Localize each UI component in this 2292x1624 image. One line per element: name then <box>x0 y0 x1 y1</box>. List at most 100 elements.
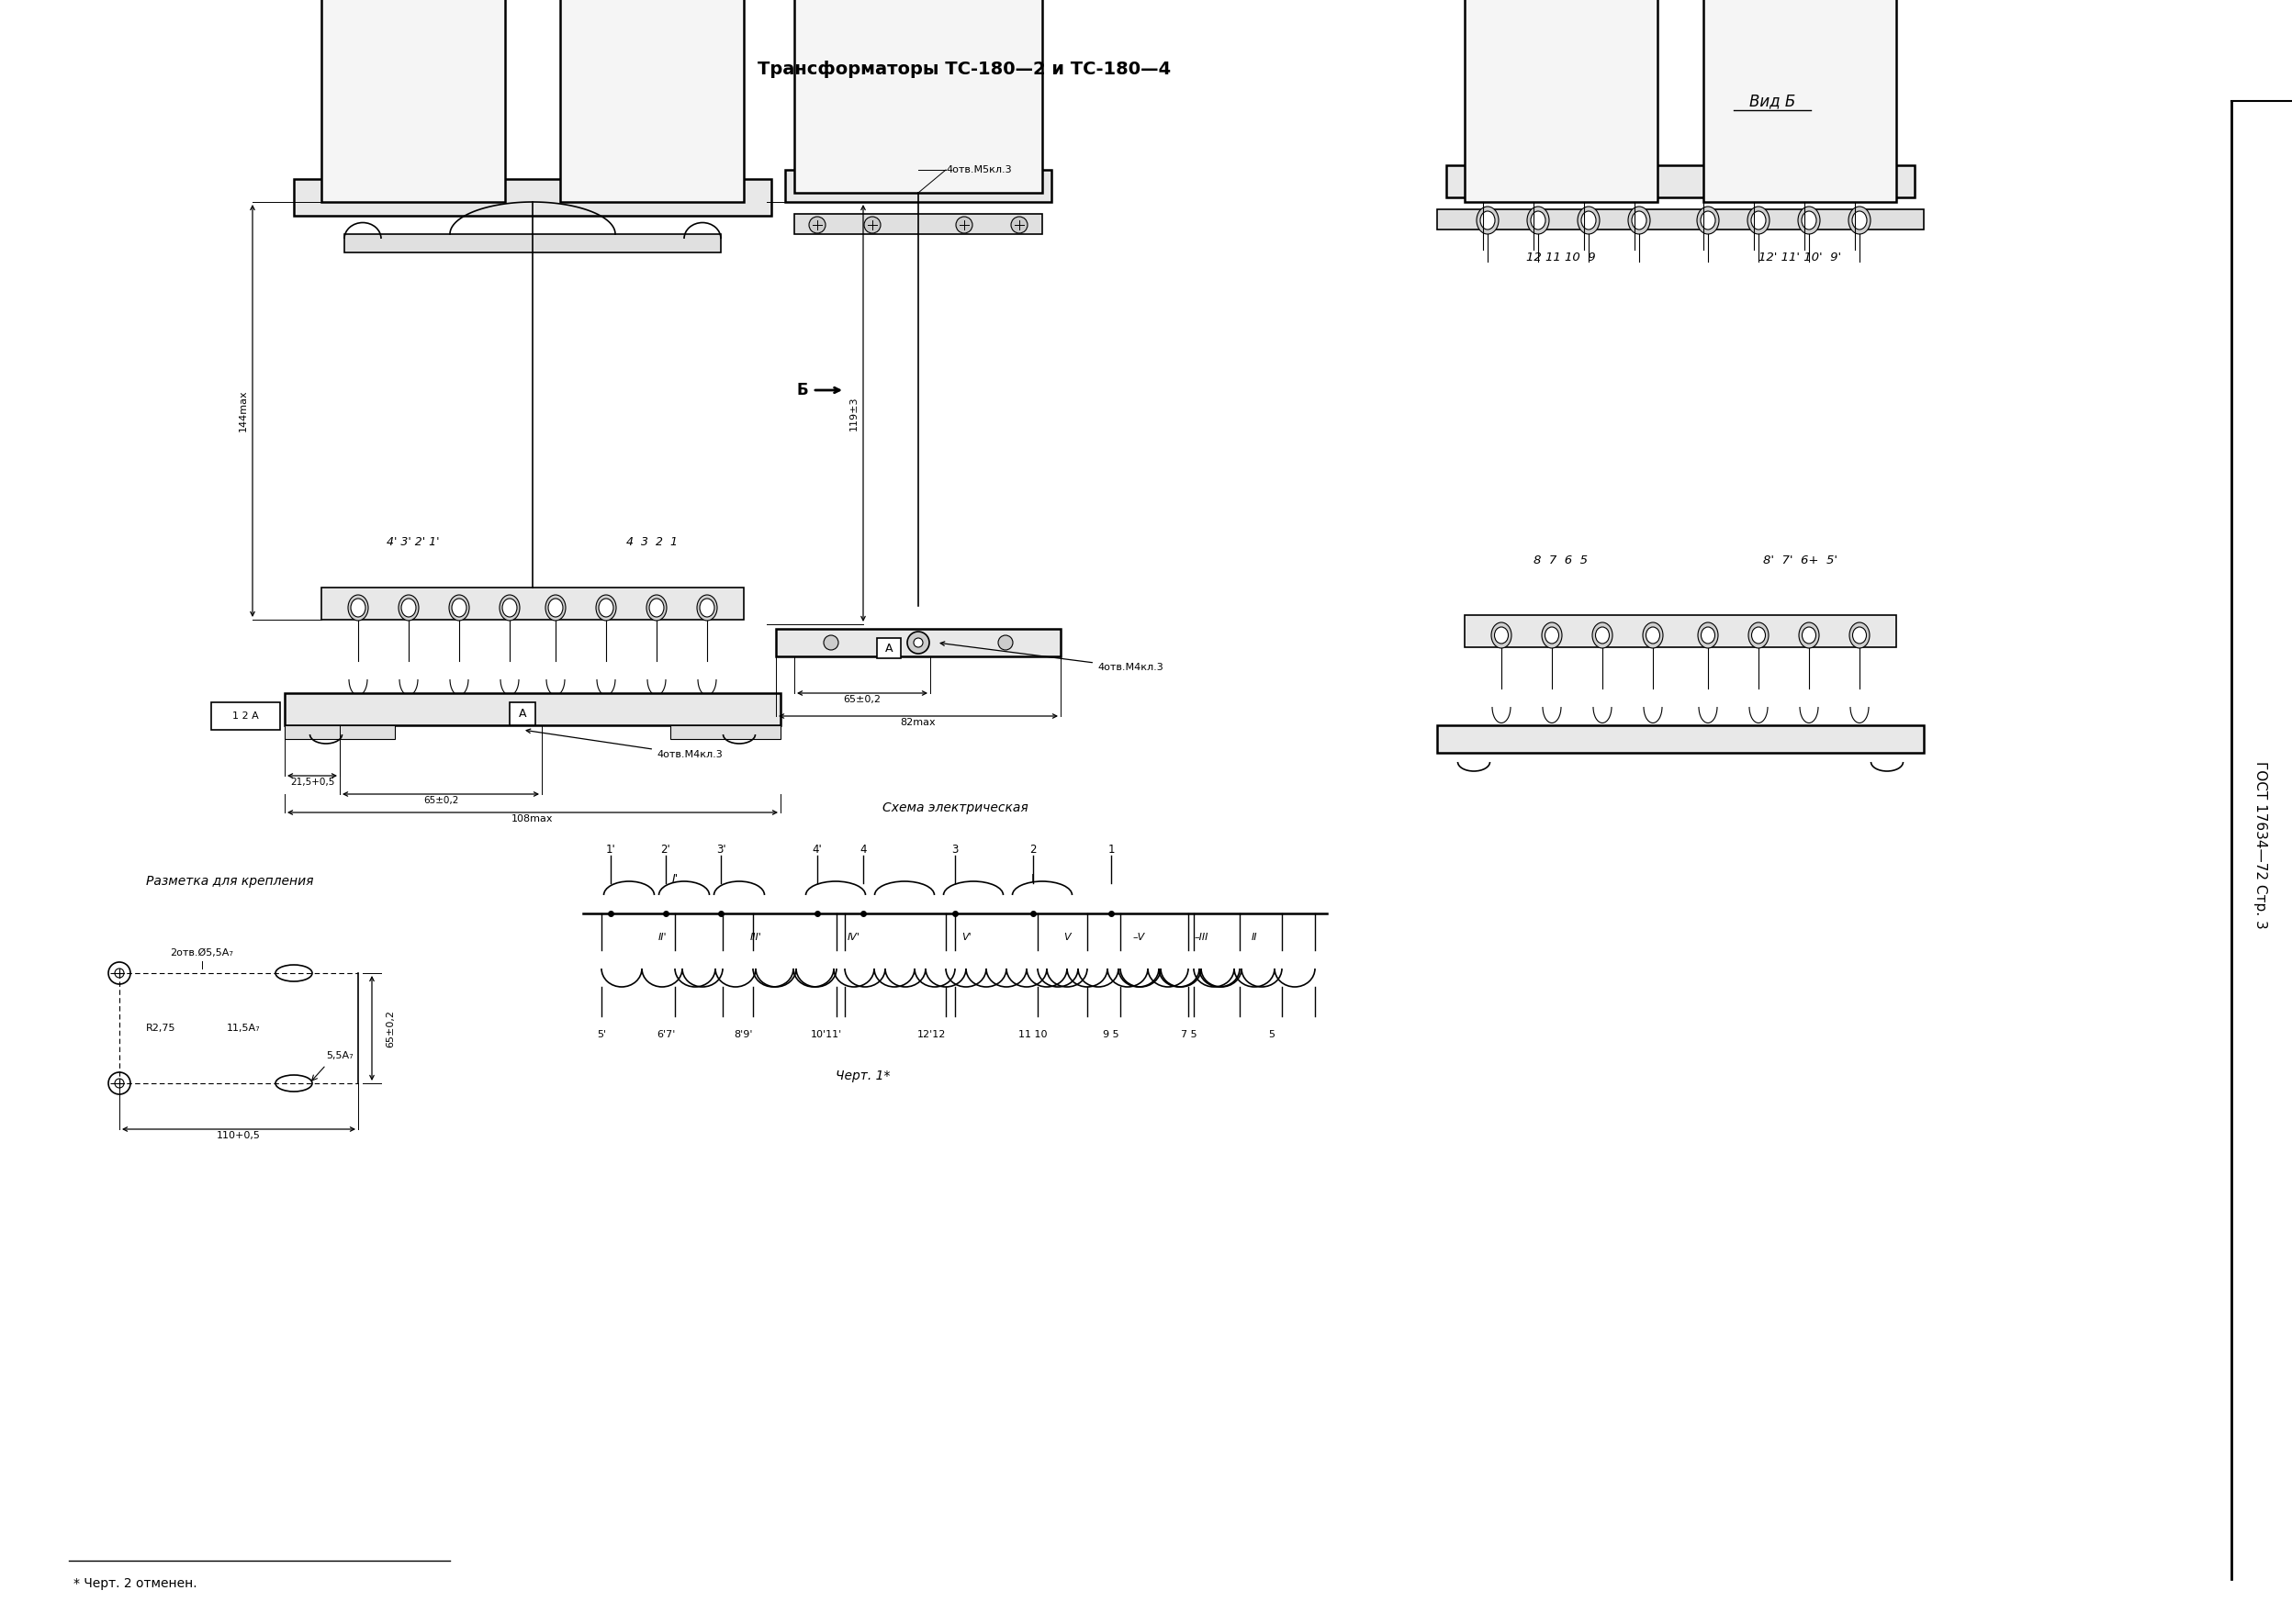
Ellipse shape <box>452 599 468 617</box>
Ellipse shape <box>1850 622 1870 648</box>
Ellipse shape <box>1545 627 1559 643</box>
Text: 65±0,2: 65±0,2 <box>424 796 458 806</box>
Text: 65±0,2: 65±0,2 <box>843 695 880 705</box>
Ellipse shape <box>596 594 617 620</box>
Text: I': I' <box>672 872 678 885</box>
Bar <box>284 693 782 726</box>
Ellipse shape <box>1632 211 1646 229</box>
Ellipse shape <box>1494 627 1508 643</box>
Text: 1': 1' <box>605 843 617 856</box>
Text: Схема электрическая: Схема электрическая <box>882 801 1027 814</box>
Text: 1 2 A: 1 2 A <box>231 711 259 721</box>
Bar <box>559 0 745 201</box>
Ellipse shape <box>1492 622 1510 648</box>
Ellipse shape <box>548 599 564 617</box>
Ellipse shape <box>1751 627 1765 643</box>
Text: ГОСТ 17634—72 Стр. 3: ГОСТ 17634—72 Стр. 3 <box>2253 760 2267 929</box>
Text: 7 5: 7 5 <box>1180 1030 1196 1039</box>
Circle shape <box>915 638 924 648</box>
Text: 4отв.М5кл.3: 4отв.М5кл.3 <box>947 166 1011 174</box>
Bar <box>284 726 394 739</box>
Bar <box>211 702 280 729</box>
Bar <box>1703 0 1895 201</box>
Ellipse shape <box>1799 622 1820 648</box>
Bar <box>786 171 1052 201</box>
Ellipse shape <box>1802 211 1815 229</box>
Circle shape <box>997 635 1013 650</box>
Text: 12 11 10  9: 12 11 10 9 <box>1526 252 1595 263</box>
Bar <box>321 0 504 201</box>
Bar <box>344 234 722 252</box>
Circle shape <box>115 968 124 978</box>
Bar <box>878 638 901 658</box>
Text: 9 5: 9 5 <box>1102 1030 1118 1039</box>
Ellipse shape <box>502 599 518 617</box>
Bar <box>795 214 1043 234</box>
Ellipse shape <box>1852 211 1868 229</box>
Text: 12' 11' 10'  9': 12' 11' 10' 9' <box>1758 252 1840 263</box>
Ellipse shape <box>646 594 667 620</box>
Text: 3': 3' <box>715 843 727 856</box>
Text: V': V' <box>960 932 972 942</box>
Text: 2отв.Ø5,5A₇: 2отв.Ø5,5A₇ <box>170 948 234 958</box>
Ellipse shape <box>1646 627 1659 643</box>
Text: 4отв.М4кл.3: 4отв.М4кл.3 <box>940 641 1164 672</box>
Circle shape <box>956 216 972 234</box>
Circle shape <box>115 1078 124 1088</box>
Bar <box>1465 615 1895 648</box>
Ellipse shape <box>1526 206 1549 234</box>
Text: 11 10: 11 10 <box>1018 1030 1047 1039</box>
Circle shape <box>1011 216 1027 234</box>
Ellipse shape <box>1701 627 1714 643</box>
Ellipse shape <box>1577 206 1600 234</box>
Text: I: I <box>1031 872 1034 885</box>
Ellipse shape <box>545 594 566 620</box>
Circle shape <box>108 961 131 984</box>
Text: 5,5A₇: 5,5A₇ <box>325 1051 353 1060</box>
Text: 4': 4' <box>811 843 823 856</box>
Text: 8  7  6  5: 8 7 6 5 <box>1533 554 1588 567</box>
Ellipse shape <box>1581 211 1595 229</box>
Text: 4' 3' 2' 1': 4' 3' 2' 1' <box>387 536 440 547</box>
Ellipse shape <box>697 594 717 620</box>
Text: 5': 5' <box>596 1030 605 1039</box>
Ellipse shape <box>1852 627 1866 643</box>
Ellipse shape <box>1481 211 1494 229</box>
Circle shape <box>823 635 839 650</box>
Bar <box>1446 166 1914 198</box>
Ellipse shape <box>1627 206 1650 234</box>
Ellipse shape <box>1749 622 1769 648</box>
Text: 4  3  2  1: 4 3 2 1 <box>626 536 678 547</box>
Text: III': III' <box>749 932 761 942</box>
Text: Черт. 1*: Черт. 1* <box>837 1070 892 1082</box>
Ellipse shape <box>500 594 520 620</box>
Text: 8'  7'  6+  5': 8' 7' 6+ 5' <box>1763 554 1836 567</box>
Text: 4: 4 <box>860 843 866 856</box>
Bar <box>669 726 782 739</box>
Text: –III: –III <box>1194 932 1208 942</box>
Text: 144max: 144max <box>238 390 248 432</box>
Text: V: V <box>1063 932 1070 942</box>
Ellipse shape <box>1696 206 1719 234</box>
Ellipse shape <box>1476 206 1499 234</box>
Text: 4отв.М4кл.3: 4отв.М4кл.3 <box>527 729 722 758</box>
Text: * Черт. 2 отменен.: * Черт. 2 отменен. <box>73 1577 197 1590</box>
Ellipse shape <box>275 1075 312 1091</box>
Text: 2': 2' <box>660 843 672 856</box>
Circle shape <box>908 632 928 653</box>
Circle shape <box>809 216 825 234</box>
Ellipse shape <box>1847 206 1870 234</box>
Text: II': II' <box>658 932 667 942</box>
Ellipse shape <box>1531 211 1545 229</box>
Text: R2,75: R2,75 <box>147 1023 176 1033</box>
Bar <box>1437 209 1923 229</box>
Bar <box>777 628 1061 656</box>
Circle shape <box>108 1072 131 1095</box>
Ellipse shape <box>275 965 312 981</box>
Text: Разметка для крепления: Разметка для крепления <box>147 875 314 888</box>
Text: 1: 1 <box>1107 843 1114 856</box>
Text: 21,5+0,5: 21,5+0,5 <box>291 778 335 786</box>
Ellipse shape <box>1751 211 1765 229</box>
Bar <box>795 0 1043 193</box>
Text: 119±3: 119±3 <box>850 396 860 430</box>
